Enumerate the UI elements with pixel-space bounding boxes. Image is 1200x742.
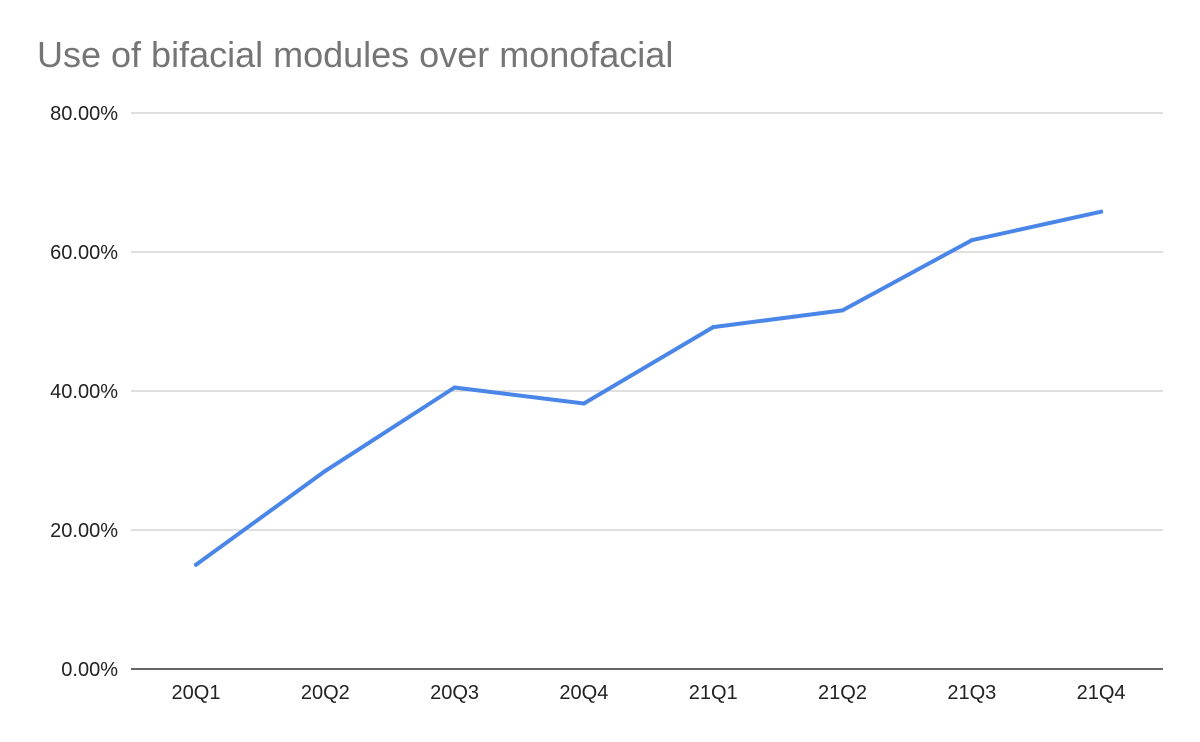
data-point [1099, 209, 1104, 214]
chart-title: Use of bifacial modules over monofacial [37, 34, 674, 75]
series-line [194, 209, 1104, 567]
data-point [711, 325, 716, 330]
x-tick-label: 20Q2 [301, 682, 350, 704]
x-tick-label: 20Q1 [172, 682, 221, 704]
y-axis-tick-labels: 0.00% 20.00% 40.00% 60.00% 80.00% [50, 103, 118, 681]
data-point [323, 468, 328, 473]
series-layer [194, 209, 1104, 567]
data-point [194, 562, 198, 567]
x-tick-label: 20Q3 [430, 682, 479, 704]
x-tick-label: 21Q3 [947, 682, 996, 704]
y-tick-label: 80.00% [50, 103, 118, 125]
x-tick-label: 21Q2 [818, 682, 867, 704]
y-tick-label: 40.00% [50, 381, 118, 403]
x-tick-label: 21Q4 [1077, 682, 1126, 704]
x-axis-tick-labels: 20Q1 20Q2 20Q3 20Q4 21Q1 21Q2 21Q3 21Q4 [172, 682, 1126, 704]
data-point [969, 238, 974, 243]
data-point [581, 401, 586, 406]
x-tick-label: 20Q4 [559, 682, 608, 704]
data-point [840, 308, 845, 313]
x-tick-label: 21Q1 [689, 682, 738, 704]
y-tick-label: 20.00% [50, 520, 118, 542]
y-tick-label: 60.00% [50, 242, 118, 264]
y-tick-label: 0.00% [61, 659, 118, 681]
gridlines [131, 112, 1163, 531]
data-point [452, 385, 457, 390]
